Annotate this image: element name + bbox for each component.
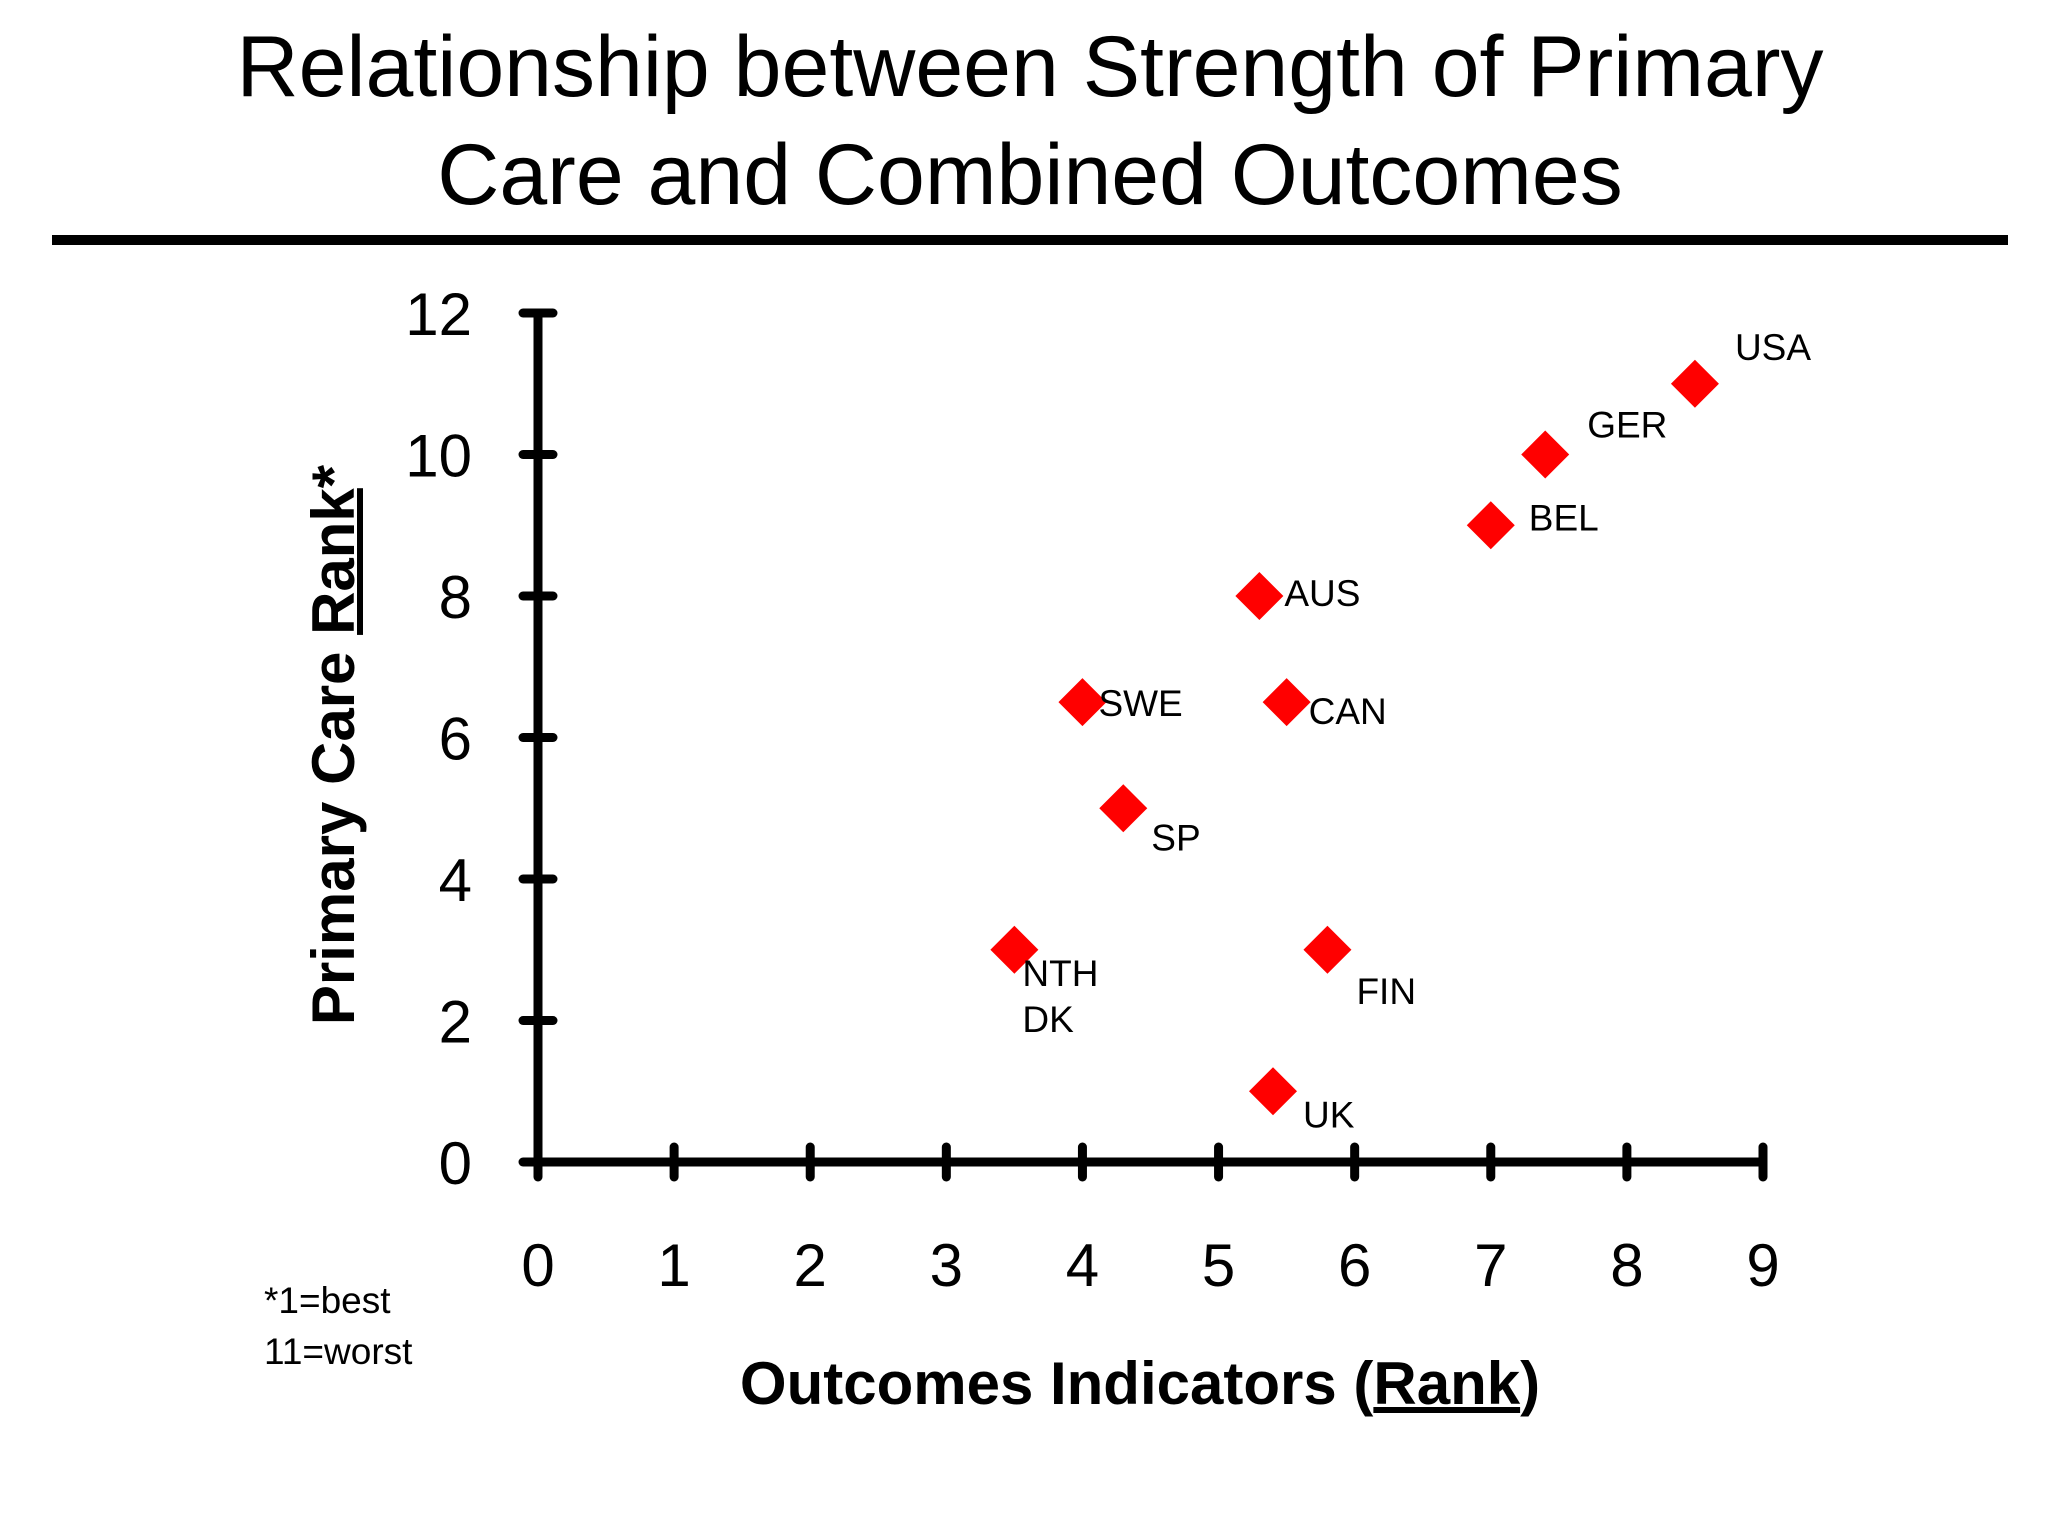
data-point-marker <box>1303 925 1352 974</box>
chart-title-line-2: Care and Combined Outcomes <box>437 127 1622 223</box>
data-point-marker <box>1235 572 1284 620</box>
x-tick-label: 6 <box>1338 1232 1371 1299</box>
chart-title: Relationship between Strength of Primary… <box>236 19 1823 223</box>
y-tick-label: 0 <box>439 1130 472 1197</box>
x-axis-title: Outcomes Indicators (Rank) <box>740 1350 1540 1417</box>
data-points: USA GER BEL AUS SWE CAN SP NTH DK FIN UK <box>990 327 1811 1135</box>
x-tick-label: 1 <box>657 1232 690 1299</box>
data-point-label: AUS <box>1284 573 1360 614</box>
data-point-marker <box>1521 430 1570 479</box>
y-axis-title: Primary Care Rank* <box>300 464 367 1025</box>
x-tick-label: 0 <box>521 1232 554 1299</box>
data-point-marker <box>1262 678 1311 727</box>
data-point-label: CAN <box>1309 691 1387 732</box>
y-tick-label: 12 <box>405 281 472 348</box>
x-axis-title-suffix: ) <box>1520 1350 1540 1417</box>
x-tick-label: 4 <box>1066 1232 1099 1299</box>
footnote-line-2: 11=worst <box>264 1331 413 1372</box>
data-point-marker <box>990 925 1039 974</box>
x-axis-title-prefix: Outcomes Indicators ( <box>740 1350 1373 1417</box>
data-point-marker <box>1466 501 1515 550</box>
data-point-label: FIN <box>1356 971 1416 1012</box>
chart-title-line-1: Relationship between Strength of Primary <box>236 19 1823 115</box>
y-tick-label: 2 <box>439 989 472 1056</box>
y-tick-label: 6 <box>439 706 472 773</box>
footnote-line-1: *1=best <box>264 1280 391 1321</box>
x-tick-label: 5 <box>1202 1232 1235 1299</box>
data-point-label: NTH DK <box>1022 953 1098 1040</box>
x-tick-label: 2 <box>794 1232 827 1299</box>
x-tick-label: 9 <box>1746 1232 1779 1299</box>
y-axis-title-suffix: * <box>300 464 367 488</box>
x-axis-title-underlined: Rank <box>1373 1350 1520 1417</box>
data-point-marker <box>1099 784 1148 833</box>
data-point-marker <box>1249 1067 1297 1116</box>
y-tick-label: 10 <box>405 423 472 490</box>
data-point-marker <box>1058 678 1107 727</box>
x-tick-label: 3 <box>930 1232 963 1299</box>
x-tick-label: 7 <box>1474 1232 1507 1299</box>
y-tick-label: 8 <box>439 564 472 631</box>
data-point-label: USA <box>1735 327 1811 368</box>
data-point-label: GER <box>1587 405 1667 446</box>
y-tick-label: 4 <box>439 847 472 914</box>
footnote: *1=best 11=worst <box>264 1280 413 1372</box>
y-axis-title-prefix: Primary Care <box>300 635 367 1025</box>
data-point-label: BEL <box>1529 497 1599 538</box>
data-point-label: UK <box>1303 1094 1355 1135</box>
x-tick-label: 8 <box>1610 1232 1643 1299</box>
y-axis-title-underlined: Rank <box>300 488 367 635</box>
data-point-label: SP <box>1151 817 1200 858</box>
data-point-marker <box>1670 359 1719 408</box>
data-point-label: SWE <box>1098 683 1182 724</box>
